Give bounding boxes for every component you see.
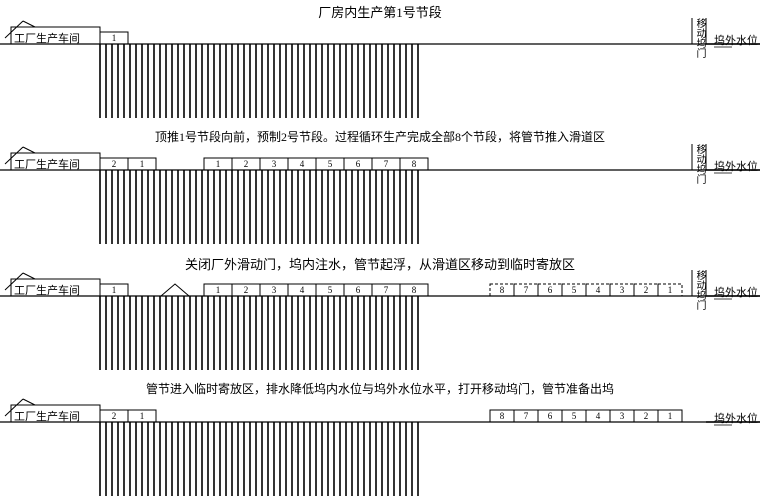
- seg-slideway-num: 6: [356, 285, 361, 295]
- workshop-box: [11, 279, 100, 296]
- seg-holding-num: 4: [596, 411, 601, 421]
- seg-holding-num: 6: [548, 411, 553, 421]
- seg-slideway-num: 1: [216, 285, 221, 295]
- seg-slideway-num: 7: [384, 159, 389, 169]
- panel-1: 厂房内生产第1号节段工厂生产车间移动坞门坞外水位1: [0, 0, 760, 126]
- seg-slideway-num: 7: [384, 285, 389, 295]
- seg-holding-num: 5: [572, 411, 577, 421]
- gate-box: [692, 18, 706, 44]
- workshop-roof: [5, 399, 23, 416]
- panel-4: 管节进入临时寄放区，排水降低坞内水位与坞外水位水平，打开移动坞门，管节准备出坞工…: [0, 378, 760, 504]
- gate-box: [692, 144, 706, 170]
- ridge-marker: [161, 284, 189, 296]
- seg-slideway-num: 8: [412, 285, 417, 295]
- seg-slideway-num: 5: [328, 159, 333, 169]
- seg-holding-num: 7: [524, 285, 529, 295]
- seg-workshop-num: 1: [140, 159, 145, 169]
- seg-holding-num: 8: [500, 285, 505, 295]
- panel-svg: 2 1 8 7 6 5 4 3 2 1: [0, 396, 760, 504]
- panel-svg: 1 1 2 3 4 5 6 7 8 8 7 6 5 4 3 2 1: [0, 270, 760, 378]
- panel-2: 顶推1号节段向前，预制2号节段。过程循环生产完成全部8个节段，将管节推入滑道区工…: [0, 126, 760, 252]
- workshop-box: [11, 405, 100, 422]
- seg-workshop-num: 2: [112, 411, 117, 421]
- seg-slideway-num: 3: [272, 285, 277, 295]
- seg-holding-num: 2: [644, 285, 649, 295]
- workshop-roof: [5, 21, 23, 38]
- seg-holding-num: 7: [524, 411, 529, 421]
- seg-workshop-num: 1: [140, 411, 145, 421]
- seg-slideway-num: 4: [300, 159, 305, 169]
- seg-workshop-num: 1: [112, 33, 117, 43]
- seg-holding-num: 3: [620, 411, 625, 421]
- workshop-box: [11, 153, 100, 170]
- seg-slideway-num: 8: [412, 159, 417, 169]
- workshop-box: [11, 27, 100, 44]
- panel-title: 管节进入临时寄放区，排水降低坞内水位与坞外水位水平，打开移动坞门，管节准备出坞: [0, 380, 760, 397]
- seg-holding-num: 5: [572, 285, 577, 295]
- panel-svg: 1: [0, 18, 760, 126]
- seg-slideway-num: 2: [244, 159, 249, 169]
- seg-holding-num: 1: [668, 411, 673, 421]
- seg-holding-num: 8: [500, 411, 505, 421]
- seg-slideway-num: 1: [216, 159, 221, 169]
- seg-slideway-num: 2: [244, 285, 249, 295]
- seg-slideway-num: 5: [328, 285, 333, 295]
- seg-holding-num: 1: [668, 285, 673, 295]
- panel-svg: 2 1 1 2 3 4 5 6 7 8: [0, 144, 760, 252]
- seg-slideway-num: 3: [272, 159, 277, 169]
- seg-slideway-num: 6: [356, 159, 361, 169]
- seg-holding-num: 6: [548, 285, 553, 295]
- panel-title: 顶推1号节段向前，预制2号节段。过程循环生产完成全部8个节段，将管节推入滑道区: [0, 128, 760, 145]
- panel-3: 关闭厂外滑动门，坞内注水，管节起浮，从滑道区移动到临时寄放区工厂生产车间移动坞门…: [0, 252, 760, 378]
- seg-slideway-num: 4: [300, 285, 305, 295]
- seg-workshop-num: 1: [112, 285, 117, 295]
- gate-box: [692, 270, 706, 296]
- workshop-roof: [5, 147, 23, 164]
- seg-holding-num: 3: [620, 285, 625, 295]
- seg-holding-num: 4: [596, 285, 601, 295]
- workshop-roof: [5, 273, 23, 290]
- seg-workshop-num: 2: [112, 159, 117, 169]
- seg-holding-num: 2: [644, 411, 649, 421]
